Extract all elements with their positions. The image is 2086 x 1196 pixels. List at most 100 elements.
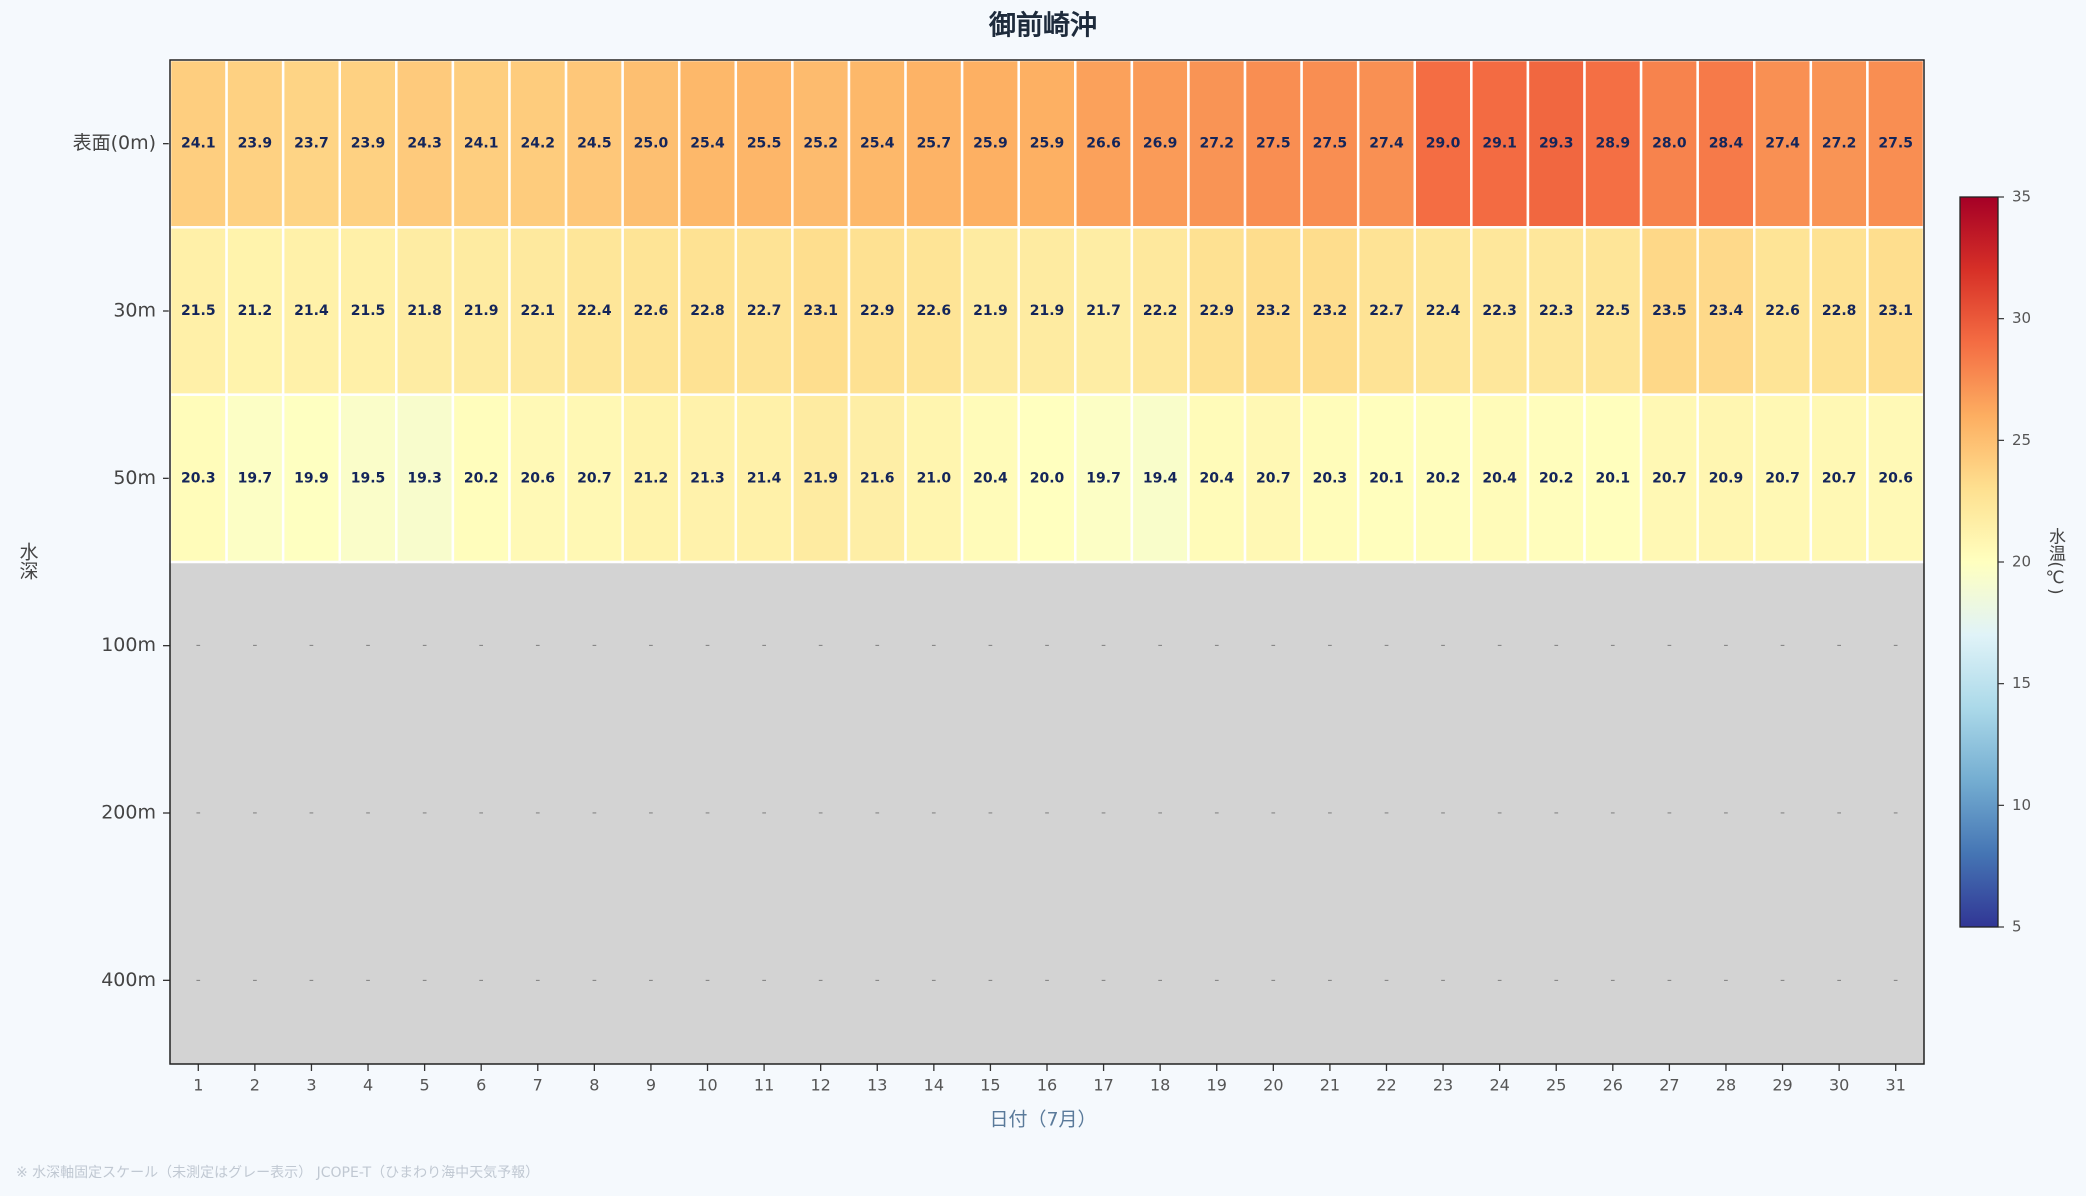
cell-label: - (1441, 972, 1446, 988)
cell-label: - (1610, 638, 1615, 654)
cell-label: 22.1 (521, 303, 556, 319)
cell-label: 20.2 (1539, 470, 1574, 486)
chart-title: 御前崎沖 (988, 10, 1097, 42)
y-tick-label: 100m (101, 634, 156, 656)
cell-label: - (818, 638, 823, 654)
heat-cell (1583, 393, 1643, 564)
cell-label: - (309, 638, 314, 654)
cell-label: 21.9 (973, 303, 1008, 319)
cell-label: - (1158, 638, 1163, 654)
x-tick-label: 15 (980, 1076, 1000, 1095)
x-tick-label: 10 (697, 1076, 717, 1095)
y-tick-label: 表面(0m) (73, 132, 156, 154)
cell-label: 27.4 (1765, 136, 1800, 152)
cell-label: 27.2 (1199, 136, 1234, 152)
cell-label: 29.0 (1426, 136, 1461, 152)
cell-label: - (196, 805, 201, 821)
cell-label: 20.7 (1822, 470, 1857, 486)
x-tick-label: 28 (1716, 1076, 1736, 1095)
cell-label: 20.9 (1709, 470, 1744, 486)
y-tick-label: 30m (113, 300, 156, 322)
cell-label: - (366, 638, 371, 654)
cell-label: - (648, 638, 653, 654)
cell-label: - (366, 805, 371, 821)
colorbar-tick-label: 5 (2012, 918, 2022, 936)
x-tick-label: 1 (193, 1076, 203, 1095)
cell-label: - (1497, 638, 1502, 654)
cell-label: 23.1 (803, 303, 838, 319)
cell-label: - (1893, 972, 1898, 988)
cell-label: 27.2 (1822, 136, 1857, 152)
heat-cell (508, 226, 568, 396)
heat-cell (791, 393, 851, 564)
cell-label: - (1837, 638, 1842, 654)
cell-label: 19.4 (1143, 470, 1178, 486)
cell-label: 24.2 (521, 136, 556, 152)
cell-label: - (1497, 972, 1502, 988)
cell-label: 25.7 (917, 136, 952, 152)
cell-label: - (1554, 805, 1559, 821)
heat-cell (1187, 226, 1247, 396)
cell-label: - (1044, 638, 1049, 654)
heat-cell (1696, 58, 1756, 229)
heat-cell (734, 226, 794, 396)
cell-label: - (1214, 805, 1219, 821)
cell-label: - (818, 972, 823, 988)
cell-label: - (762, 638, 767, 654)
cell-label: 20.2 (1426, 470, 1461, 486)
heat-cell (564, 393, 624, 564)
cell-label: - (1441, 805, 1446, 821)
cell-label: - (1554, 638, 1559, 654)
footnote: ※ 水深軸固定スケール（未測定はグレー表示） JCOPE-T（ひまわり海中天気予… (16, 1165, 539, 1181)
cell-label: 21.9 (1030, 303, 1065, 319)
y-tick-label: 200m (101, 802, 156, 824)
cell-label: - (1610, 972, 1615, 988)
y-tick-label: 400m (101, 969, 156, 991)
cell-label: - (196, 972, 201, 988)
cell-label: 21.2 (238, 303, 273, 319)
cell-label: 23.2 (1313, 303, 1348, 319)
cell-label: 20.4 (1199, 470, 1234, 486)
cell-label: - (366, 972, 371, 988)
cell-label: 22.9 (860, 303, 895, 319)
heat-cell (451, 393, 511, 564)
colorbar-tick-label: 20 (2012, 553, 2031, 571)
cell-label: - (1271, 972, 1276, 988)
heat-cell (1187, 58, 1247, 229)
x-tick-label: 18 (1150, 1076, 1170, 1095)
cell-label: - (309, 805, 314, 821)
cell-label: 22.7 (1369, 303, 1404, 319)
cell-label: - (1101, 805, 1106, 821)
heat-cell (1130, 226, 1190, 396)
x-tick-label: 19 (1207, 1076, 1227, 1095)
cell-label: - (1044, 972, 1049, 988)
x-tick-label: 22 (1376, 1076, 1396, 1095)
x-tick-label: 9 (646, 1076, 656, 1095)
heat-cell (1583, 58, 1643, 229)
x-tick-label: 13 (867, 1076, 887, 1095)
cell-label: - (535, 638, 540, 654)
cell-label: 23.9 (238, 136, 273, 152)
cell-label: - (1214, 972, 1219, 988)
heat-cell (1753, 226, 1813, 396)
y-tick-label: 50m (113, 467, 156, 489)
cell-label: 23.7 (294, 136, 329, 152)
cell-label: - (1837, 805, 1842, 821)
cell-label: 20.3 (181, 470, 216, 486)
heat-cell (734, 58, 794, 229)
cell-label: - (1327, 805, 1332, 821)
cell-label: - (1271, 638, 1276, 654)
cell-label: - (1214, 638, 1219, 654)
colorbar-tick-label: 30 (2012, 309, 2031, 327)
cell-label: 22.4 (577, 303, 612, 319)
cell-label: - (592, 972, 597, 988)
cell-label: 26.6 (1086, 136, 1121, 152)
cell-label: - (196, 638, 201, 654)
cell-label: - (592, 805, 597, 821)
heat-cell (1074, 393, 1134, 564)
heat-cell (1017, 226, 1077, 396)
cell-label: - (592, 638, 597, 654)
heat-cell (1130, 58, 1190, 229)
